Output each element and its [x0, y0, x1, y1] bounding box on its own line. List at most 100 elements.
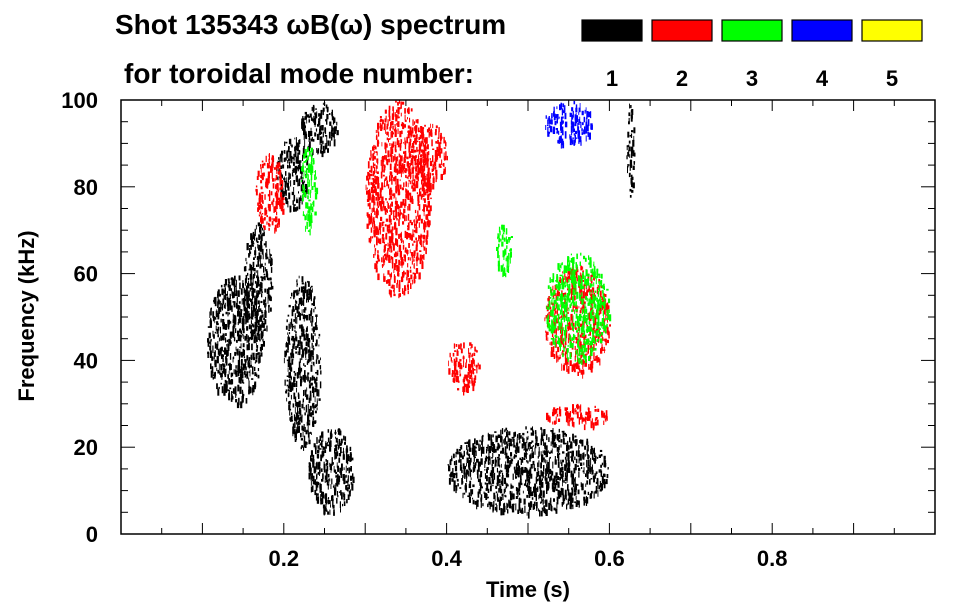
spectral-mark [424, 159, 427, 163]
spectral-mark [333, 511, 335, 516]
spectral-mark [318, 359, 320, 364]
spectral-mark [229, 304, 232, 311]
spectral-mark [569, 451, 572, 454]
spectral-mark [312, 326, 315, 332]
spectral-mark [540, 481, 543, 488]
spectral-mark [395, 168, 397, 173]
spectral-mark [377, 141, 380, 145]
spectral-mark [369, 238, 371, 244]
spectral-mark [373, 233, 376, 238]
spectral-mark [255, 360, 258, 363]
spectral-mark [316, 316, 317, 323]
spectral-mark [240, 351, 243, 358]
spectral-mark [626, 145, 628, 151]
spectral-mark [259, 316, 261, 321]
spectral-mark [528, 477, 530, 486]
spectral-mark [246, 291, 248, 300]
spectral-mark [556, 472, 558, 475]
spectral-mark [242, 393, 245, 397]
spectral-mark [264, 262, 266, 266]
spectral-mark [505, 436, 506, 442]
spectral-mark [568, 333, 570, 338]
spectral-mark [573, 421, 575, 428]
spectral-mark [261, 213, 264, 215]
spectral-mark [243, 306, 246, 312]
spectral-mark [630, 116, 633, 122]
spectral-mark [469, 471, 472, 477]
spectral-mark [388, 225, 390, 229]
spectral-mark [375, 136, 378, 140]
spectral-mark [315, 388, 317, 391]
spectral-mark [491, 442, 494, 446]
spectral-mark [584, 418, 587, 421]
spectral-mark [258, 247, 260, 251]
spectral-mark [493, 472, 496, 480]
spectral-mark [513, 466, 516, 470]
spectral-mark [278, 157, 280, 160]
spectral-mark [536, 504, 538, 511]
spectral-mark [295, 351, 297, 354]
spectral-mark [627, 151, 629, 156]
spectral-mark [393, 263, 396, 271]
spectral-mark [410, 197, 412, 203]
spectral-mark [341, 463, 343, 471]
spectral-mark [391, 113, 395, 120]
spectral-mark [556, 413, 559, 417]
spectral-mark [564, 456, 567, 460]
spectral-mark [579, 334, 582, 338]
spectral-mark [565, 412, 567, 416]
spectral-mark [516, 434, 519, 439]
spectral-mark [277, 176, 279, 181]
spectral-mark [404, 255, 406, 262]
spectral-mark [331, 498, 334, 502]
spectral-mark [296, 344, 298, 348]
spectral-mark [411, 150, 414, 153]
spectral-mark [571, 282, 574, 290]
spectral-mark [459, 364, 462, 367]
spectral-mark [376, 236, 378, 240]
spectral-mark [527, 512, 530, 519]
spectral-mark [531, 450, 533, 455]
spectral-mark [305, 115, 307, 120]
spectral-mark [565, 453, 568, 457]
spectral-mark [293, 392, 296, 400]
spectral-mark [438, 127, 440, 132]
spectral-mark [220, 335, 222, 341]
spectral-mark [369, 192, 371, 200]
spectral-mark [390, 131, 392, 139]
spectral-mark [212, 311, 215, 318]
spectral-mark [503, 503, 505, 510]
spectral-mark [279, 203, 282, 209]
spectral-mark [484, 492, 486, 498]
spectral-mark [292, 306, 295, 312]
spectral-mark [416, 176, 419, 180]
spectral-mark [305, 353, 307, 358]
spectral-mark [490, 485, 492, 492]
spectral-mark [335, 455, 337, 459]
spectral-mark [401, 257, 403, 261]
spectral-mark [506, 443, 508, 449]
spectral-mark [580, 404, 582, 412]
spectral-mark [470, 469, 472, 472]
spectral-mark [473, 461, 475, 465]
spectral-mark [268, 204, 271, 212]
spectral-mark [281, 150, 283, 158]
spectral-mark [423, 154, 427, 162]
spectral-mark [276, 165, 280, 169]
spectral-mark [403, 151, 406, 154]
spectral-mark [423, 144, 425, 149]
spectral-mark [260, 315, 263, 322]
spectral-mark [256, 332, 259, 336]
spectral-mark [533, 467, 536, 472]
spectral-mark [276, 197, 279, 205]
spectral-mark [512, 438, 515, 442]
spectral-mark [526, 436, 528, 444]
spectral-mark [387, 242, 389, 247]
spectral-mark [232, 396, 234, 400]
spectral-mark [491, 457, 493, 459]
spectral-mark [370, 213, 372, 218]
spectral-mark [594, 418, 596, 422]
spectral-mark [249, 273, 251, 280]
spectral-mark [421, 195, 423, 198]
spectral-mark [582, 369, 584, 373]
